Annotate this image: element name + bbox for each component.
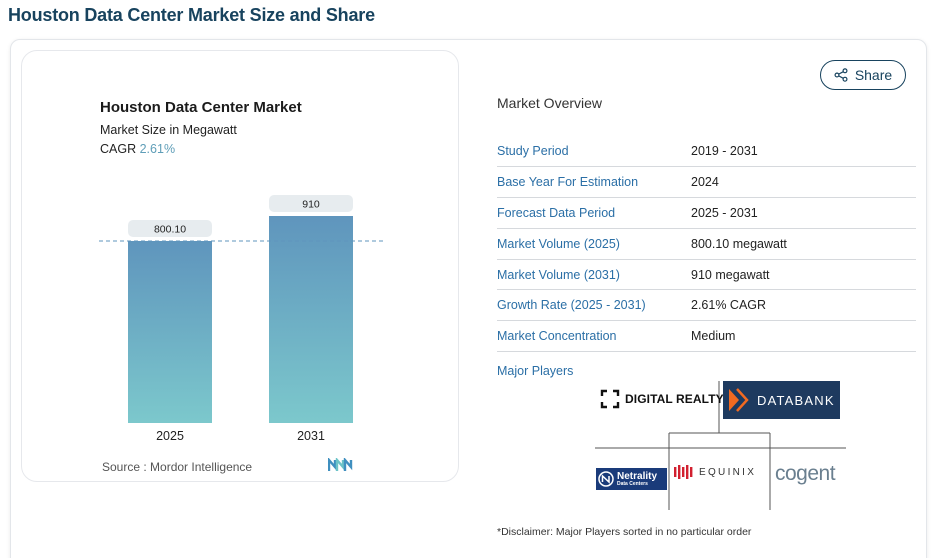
- market-overview-table: Study Period 2019 - 2031 Base Year For Est…: [497, 136, 916, 353]
- digital-realty-logo: DIGITAL REALTY: [600, 389, 724, 409]
- databank-icon: [729, 388, 749, 412]
- value-label-pill: [128, 220, 212, 237]
- overview-row-value: Medium: [691, 329, 736, 344]
- cagr-value: 2.61%: [139, 142, 176, 156]
- overview-row-value: 2019 - 2031: [691, 143, 758, 158]
- overview-row: Market Volume (2025) 800.10 megawatt: [497, 229, 916, 260]
- share-button[interactable]: Share: [820, 60, 906, 90]
- equinix-icon: [674, 465, 693, 479]
- mordor-logo-icon: [328, 458, 353, 471]
- overview-row: Study Period 2019 - 2031: [497, 136, 916, 167]
- source-label: Source :: [102, 460, 147, 474]
- overview-row-value: 2.61% CAGR: [691, 298, 767, 313]
- chart-card: [21, 50, 459, 482]
- netrality-subtitle: Data Centers: [617, 480, 648, 487]
- overview-row: Market Concentration Medium: [497, 321, 916, 353]
- databank-name: DATABANK: [757, 392, 835, 408]
- source-name: Mordor Intelligence: [150, 460, 253, 474]
- overview-row-key: Market Concentration: [497, 329, 617, 344]
- cogent-logo: cogent: [775, 462, 836, 485]
- overview-row-key: Market Volume (2025): [497, 236, 620, 251]
- overview-row: Forecast Data Period 2025 - 2031: [497, 198, 916, 229]
- databank-logo: DATABANK: [723, 381, 840, 419]
- overview-row-value: 2025 - 2031: [691, 205, 758, 220]
- value-label-pill: [269, 195, 353, 213]
- netrality-icon: [598, 471, 614, 487]
- chart-title: Houston Data Center Market: [100, 99, 302, 116]
- netrality-logo: Netrality Data Centers: [596, 468, 667, 490]
- overview-row: Base Year For Estimation 2024: [497, 167, 916, 198]
- players-disclaimer: *Disclaimer: Major Players sorted in no …: [497, 526, 752, 538]
- overview-row-value: 800.10 megawatt: [691, 236, 787, 251]
- overview-row-key: Study Period: [497, 143, 569, 158]
- cagr-label: CAGR: [100, 142, 137, 156]
- overview-row-value: 2024: [691, 174, 719, 189]
- market-overview-title: Market Overview: [497, 95, 603, 111]
- page-heading: Houston Data Center Market Size and Shar…: [8, 5, 375, 25]
- overview-row-value: 910 megawatt: [691, 267, 770, 282]
- equinix-logo: EQUINIX: [673, 465, 756, 479]
- overview-row-key: Market Volume (2031): [497, 267, 620, 282]
- share-icon: [834, 68, 848, 82]
- equinix-name: EQUINIX: [699, 466, 757, 478]
- bar-2025: [128, 241, 212, 423]
- value-label: 800.10: [154, 224, 186, 236]
- share-label: Share: [854, 67, 893, 83]
- digital-realty-name: DIGITAL REALTY: [625, 392, 724, 406]
- major-players-label: Major Players: [497, 364, 574, 378]
- chart-subtitle: Market Size in Megawatt: [100, 123, 237, 137]
- bar-2031: [269, 216, 353, 423]
- category-label: 2025: [156, 429, 184, 443]
- overview-row-key: Growth Rate (2025 - 2031): [497, 298, 646, 313]
- overview-row: Market Volume (2031) 910 megawatt: [497, 260, 916, 291]
- digital-realty-icon: [600, 389, 620, 409]
- overview-row-key: Forecast Data Period: [497, 205, 616, 220]
- category-label: 2031: [297, 429, 325, 443]
- overview-row-key: Base Year For Estimation: [497, 174, 639, 189]
- value-label: 910: [302, 199, 320, 211]
- overview-row: Growth Rate (2025 - 2031) 2.61% CAGR: [497, 290, 916, 322]
- cagr-line: CAGR 2.61%: [100, 142, 175, 156]
- source-line: Source : Mordor Intelligence: [102, 460, 252, 474]
- netrality-name: Netrality: [617, 470, 658, 482]
